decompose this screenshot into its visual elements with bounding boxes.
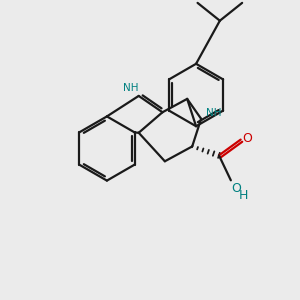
Text: O: O xyxy=(242,132,252,145)
Text: H: H xyxy=(238,189,248,202)
Text: O: O xyxy=(231,182,241,195)
Text: NH: NH xyxy=(123,82,138,93)
Text: NH: NH xyxy=(206,108,221,118)
